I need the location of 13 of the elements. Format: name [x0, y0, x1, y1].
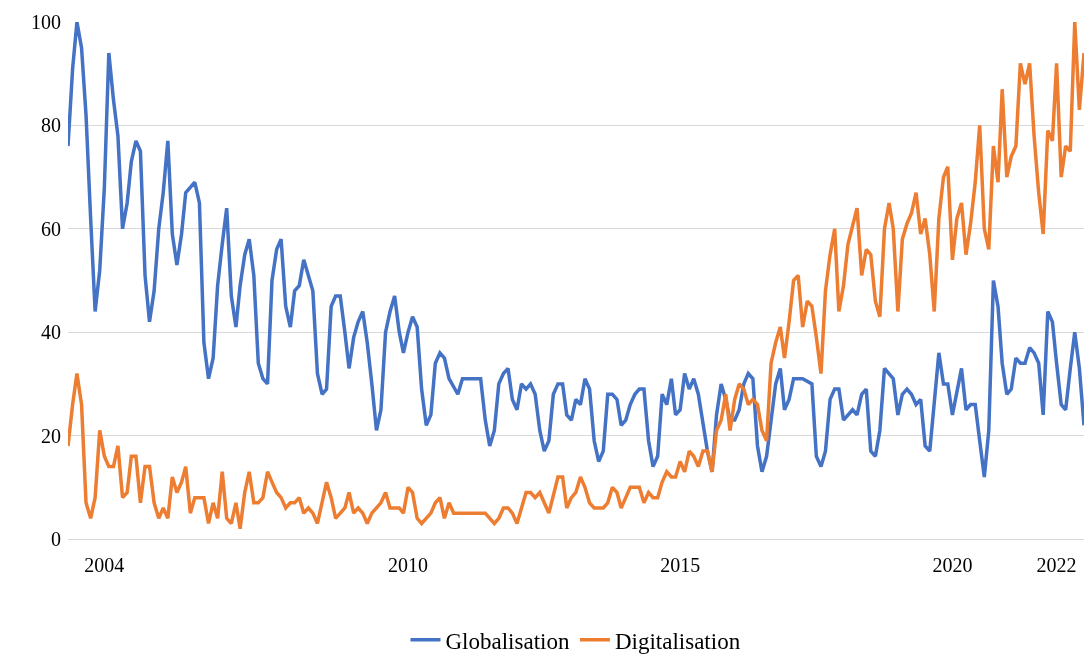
x-tick-label: 2010 [388, 554, 429, 576]
y-tick-label: 0 [51, 528, 61, 550]
x-tick-label: 2004 [84, 554, 125, 576]
y-tick-label: 60 [41, 217, 61, 240]
y-tick-label: 80 [41, 114, 61, 137]
x-tick-label: 2020 [932, 554, 973, 576]
x-tick-label: 2015 [660, 554, 701, 576]
y-tick-label: 100 [31, 11, 61, 33]
x-tick-label: 2022 [1036, 554, 1077, 576]
y-tick-label: 40 [41, 321, 61, 344]
y-tick-label: 20 [41, 424, 61, 447]
legend-label: Globalisation [445, 628, 570, 654]
legend-label: Digitalisation [614, 628, 741, 654]
